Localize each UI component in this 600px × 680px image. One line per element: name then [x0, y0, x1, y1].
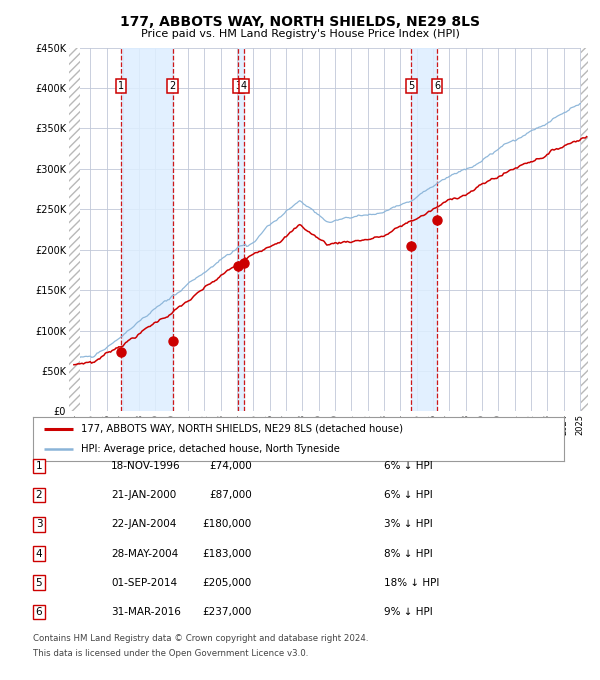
Bar: [69, 48, 80, 411]
Text: 4: 4: [241, 81, 247, 91]
Text: This data is licensed under the Open Government Licence v3.0.: This data is licensed under the Open Gov…: [33, 649, 308, 658]
Text: Price paid vs. HM Land Registry's House Price Index (HPI): Price paid vs. HM Land Registry's House …: [140, 29, 460, 39]
Text: 1: 1: [35, 461, 43, 471]
Text: 28-MAY-2004: 28-MAY-2004: [111, 549, 178, 558]
Text: £87,000: £87,000: [209, 490, 252, 500]
Bar: [581, 48, 589, 411]
Bar: [238, 48, 244, 411]
Text: 4: 4: [35, 549, 43, 558]
Text: 9% ↓ HPI: 9% ↓ HPI: [384, 607, 433, 617]
Text: 1: 1: [118, 81, 124, 91]
Text: 2: 2: [35, 490, 43, 500]
Text: 8% ↓ HPI: 8% ↓ HPI: [384, 549, 433, 558]
Text: 18-NOV-1996: 18-NOV-1996: [111, 461, 181, 471]
Text: 22-JAN-2004: 22-JAN-2004: [111, 520, 176, 529]
Text: 6: 6: [434, 81, 440, 91]
Text: 6% ↓ HPI: 6% ↓ HPI: [384, 461, 433, 471]
Bar: [411, 48, 437, 411]
Text: 2: 2: [170, 81, 176, 91]
Text: 31-MAR-2016: 31-MAR-2016: [111, 607, 181, 617]
Bar: [121, 48, 173, 411]
Text: £237,000: £237,000: [203, 607, 252, 617]
Text: £74,000: £74,000: [209, 461, 252, 471]
Text: 01-SEP-2014: 01-SEP-2014: [111, 578, 177, 588]
Text: £183,000: £183,000: [203, 549, 252, 558]
Text: 18% ↓ HPI: 18% ↓ HPI: [384, 578, 439, 588]
Text: 3: 3: [235, 81, 241, 91]
Text: 6% ↓ HPI: 6% ↓ HPI: [384, 490, 433, 500]
Text: 3% ↓ HPI: 3% ↓ HPI: [384, 520, 433, 529]
Text: 177, ABBOTS WAY, NORTH SHIELDS, NE29 8LS (detached house): 177, ABBOTS WAY, NORTH SHIELDS, NE29 8LS…: [81, 424, 403, 434]
Text: 6: 6: [35, 607, 43, 617]
Text: £180,000: £180,000: [203, 520, 252, 529]
Text: 5: 5: [35, 578, 43, 588]
Text: 177, ABBOTS WAY, NORTH SHIELDS, NE29 8LS: 177, ABBOTS WAY, NORTH SHIELDS, NE29 8LS: [120, 15, 480, 29]
Text: HPI: Average price, detached house, North Tyneside: HPI: Average price, detached house, Nort…: [81, 444, 340, 454]
Text: 21-JAN-2000: 21-JAN-2000: [111, 490, 176, 500]
Text: £205,000: £205,000: [203, 578, 252, 588]
Text: 3: 3: [35, 520, 43, 529]
Text: Contains HM Land Registry data © Crown copyright and database right 2024.: Contains HM Land Registry data © Crown c…: [33, 634, 368, 643]
Text: 5: 5: [408, 81, 415, 91]
